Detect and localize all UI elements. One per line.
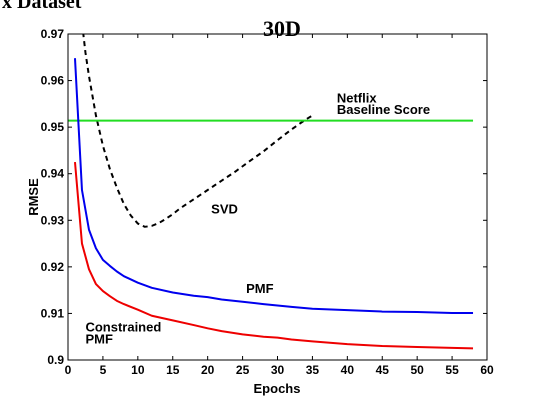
y-tick-label: 0.9: [47, 353, 64, 367]
x-tick-label: 15: [166, 363, 180, 377]
y-tick-label: 0.94: [41, 167, 65, 181]
x-tick-label: 25: [236, 363, 250, 377]
annotation-label: PMF: [85, 332, 113, 347]
x-tick-label: 30: [271, 363, 285, 377]
x-axis-label: Epochs: [254, 381, 301, 396]
x-tick-label: 10: [131, 363, 145, 377]
x-tick-label: 20: [201, 363, 215, 377]
x-tick-label: 35: [306, 363, 320, 377]
x-tick-label: 40: [341, 363, 355, 377]
annotation-label: PMF: [246, 281, 274, 296]
x-tick-label: 45: [376, 363, 390, 377]
series-lines-layer: [68, 0, 473, 348]
y-tick-label: 0.97: [41, 27, 65, 41]
x-tick-label: 5: [100, 363, 107, 377]
annotation-label: Baseline Score: [337, 102, 430, 117]
chart-title: 30D: [263, 16, 301, 41]
series-line-pmf: [75, 58, 473, 313]
x-tick-label: 60: [480, 363, 494, 377]
y-tick-label: 0.95: [41, 120, 65, 134]
x-tick-label: 0: [65, 363, 72, 377]
y-axis-label: RMSE: [26, 178, 41, 216]
y-tick-label: 0.93: [41, 213, 65, 227]
x-tick-label: 50: [410, 363, 424, 377]
y-tick-label: 0.96: [41, 74, 65, 88]
plot-area-frame: [68, 34, 487, 360]
y-tick-label: 0.92: [41, 260, 65, 274]
clipped-heading: x Dataset: [2, 0, 82, 13]
annotation-label: SVD: [211, 201, 238, 216]
y-tick-label: 0.91: [41, 306, 65, 320]
x-tick-label: 55: [445, 363, 459, 377]
